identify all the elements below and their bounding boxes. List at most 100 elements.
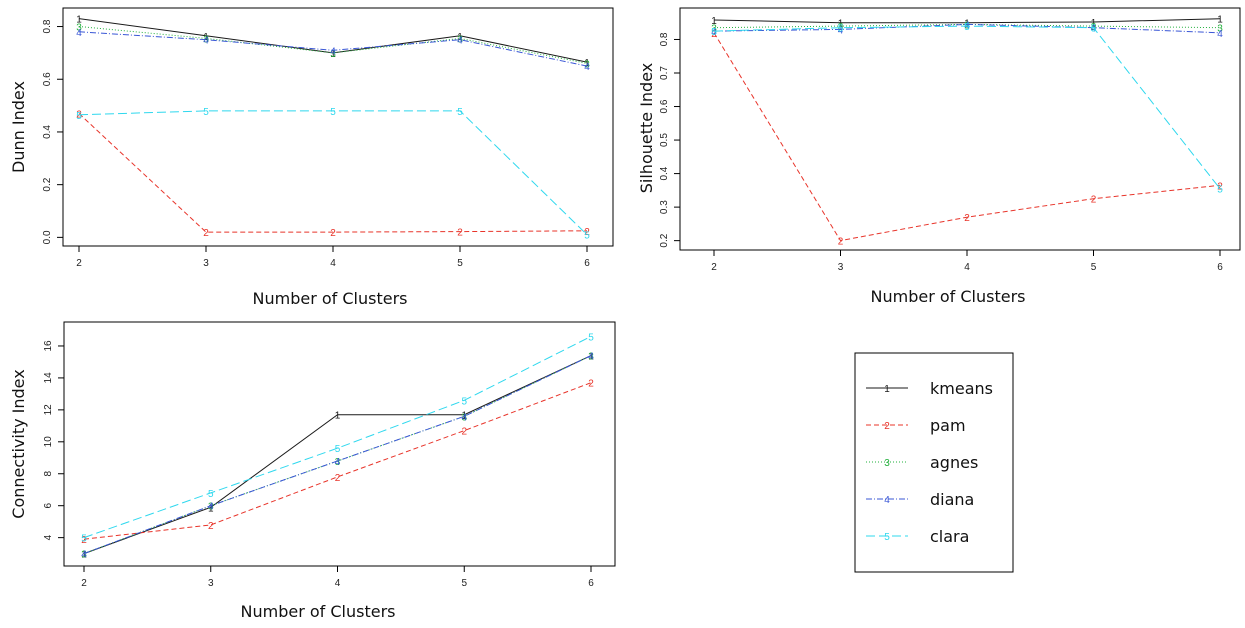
data-point-pam: 2	[457, 228, 463, 239]
legend-label: agnes	[930, 453, 978, 472]
data-point-diana: 4	[1217, 29, 1223, 40]
data-point-diana: 4	[208, 502, 214, 513]
legend-marker: 1	[884, 384, 890, 395]
data-point-agnes: 3	[203, 34, 209, 45]
data-point-clara: 5	[838, 24, 844, 35]
series-line-pam	[713, 32, 1221, 242]
y-tick-label: 16	[43, 340, 54, 352]
y-tick-label: 0.5	[659, 133, 670, 147]
data-point-diana: 4	[584, 62, 590, 73]
x-tick-label: 4	[335, 578, 341, 589]
y-tick-label: 0.3	[659, 200, 670, 214]
legend-label: kmeans	[930, 379, 993, 398]
data-point-kmeans: 1	[457, 32, 463, 43]
series-line-pam	[78, 113, 588, 233]
data-point-clara: 5	[76, 111, 82, 122]
data-point-clara: 5	[208, 489, 214, 500]
data-point-agnes: 3	[588, 352, 594, 363]
y-tick-label: 0.0	[42, 230, 53, 244]
data-point-diana: 4	[711, 27, 717, 38]
data-point-agnes: 3	[330, 49, 336, 60]
x-tick-label: 6	[588, 578, 594, 589]
data-point-clara: 5	[461, 396, 467, 407]
data-point-diana: 4	[76, 28, 82, 39]
plot-frame	[62, 7, 614, 247]
x-tick-label: 4	[330, 258, 336, 269]
y-tick-label: 0.6	[42, 72, 53, 86]
series-line-clara	[83, 335, 592, 539]
series-diana: 4 4 4 4 4	[76, 28, 590, 73]
data-point-diana: 4	[203, 36, 209, 47]
data-point-clara: 5	[964, 22, 970, 33]
data-point-clara: 5	[457, 107, 463, 118]
legend: 1 kmeans 2 pam 3 agnes 4 diana 5 clara	[854, 352, 1014, 573]
data-point-pam: 2	[461, 427, 467, 438]
data-point-diana: 4	[81, 550, 87, 561]
data-point-agnes: 3	[838, 22, 844, 33]
x-tick-label: 6	[584, 258, 590, 269]
data-point-kmeans: 1	[1091, 18, 1097, 29]
legend-label: clara	[930, 527, 969, 546]
data-point-pam: 2	[203, 228, 209, 239]
legend-item-clara: 5 clara	[866, 527, 969, 546]
series-line-diana	[713, 23, 1221, 34]
data-point-kmeans: 1	[838, 19, 844, 30]
y-tick-label: 0.2	[659, 233, 670, 247]
data-point-kmeans: 1	[76, 15, 82, 26]
series-line-pam	[83, 382, 592, 540]
y-tick-label: 6	[43, 502, 54, 508]
data-point-agnes: 3	[1217, 24, 1223, 35]
data-point-agnes: 3	[461, 412, 467, 423]
data-point-clara: 5	[1217, 185, 1223, 196]
data-point-pam: 2	[584, 227, 590, 238]
x-axis-label: Number of Clusters	[871, 287, 1026, 306]
x-tick-label: 5	[457, 258, 463, 269]
plot-frame	[63, 321, 616, 567]
y-tick-label: 12	[43, 404, 54, 416]
y-axis-label: Connectivity Index	[9, 369, 28, 518]
data-point-pam: 2	[711, 29, 717, 40]
data-point-agnes: 3	[76, 23, 82, 34]
y-tick-label: 14	[43, 372, 54, 384]
data-point-diana: 4	[330, 46, 336, 57]
data-point-clara: 5	[81, 534, 87, 545]
data-point-agnes: 3	[335, 457, 341, 468]
data-point-diana: 4	[1091, 24, 1097, 35]
legend-marker: 3	[884, 458, 890, 469]
y-tick-label: 0.7	[659, 66, 670, 80]
x-tick-label: 3	[838, 262, 844, 273]
series-line-agnes	[78, 26, 588, 64]
data-point-pam: 2	[81, 535, 87, 546]
data-point-pam: 2	[330, 228, 336, 239]
data-point-clara: 5	[711, 27, 717, 38]
data-point-clara: 5	[588, 332, 594, 343]
data-point-agnes: 3	[81, 550, 87, 561]
legend-marker: 2	[884, 421, 890, 432]
series-line-clara	[713, 25, 1221, 190]
x-tick-label: 4	[964, 262, 970, 273]
data-point-pam: 2	[838, 237, 844, 248]
series-clara: 5 5 5 5 5	[711, 22, 1223, 196]
x-tick-label: 5	[461, 578, 467, 589]
series-line-diana	[78, 31, 588, 67]
x-axis-label: Number of Clusters	[253, 289, 408, 308]
y-axis-label: Dunn Index	[9, 81, 28, 173]
series-line-clara	[78, 110, 588, 236]
data-point-kmeans: 1	[208, 503, 214, 514]
data-point-agnes: 3	[711, 24, 717, 35]
legend-item-pam: 2 pam	[866, 416, 966, 435]
y-tick-label: 0.8	[42, 19, 53, 33]
x-axis-label: Number of Clusters	[241, 602, 396, 621]
data-point-clara: 5	[584, 231, 590, 242]
legend-item-agnes: 3 agnes	[866, 453, 978, 472]
y-tick-label: 10	[43, 436, 54, 448]
y-tick-label: 4	[43, 534, 54, 540]
y-tick-label: 0.6	[659, 99, 670, 113]
data-point-agnes: 3	[208, 502, 214, 513]
series-line-diana	[83, 355, 592, 555]
legend-label: pam	[930, 416, 966, 435]
x-tick-label: 2	[711, 262, 717, 273]
y-tick-label: 0.4	[42, 125, 53, 139]
